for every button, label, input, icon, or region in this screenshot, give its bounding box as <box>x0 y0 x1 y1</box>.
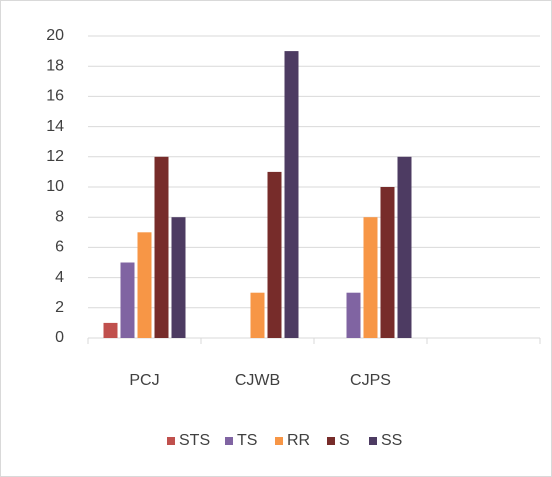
legend-swatch <box>225 437 233 445</box>
legend-swatch <box>167 437 175 445</box>
y-tick-label: 2 <box>55 299 64 316</box>
x-tick-label: PCJ <box>129 372 159 389</box>
y-tick-label: 18 <box>46 57 64 74</box>
y-tick-label: 20 <box>46 27 64 44</box>
y-tick-label: 10 <box>46 178 64 195</box>
legend-swatch <box>327 437 335 445</box>
legend-label: SS <box>381 432 402 449</box>
x-tick-label: CJWB <box>235 372 280 389</box>
y-tick-label: 8 <box>55 208 64 225</box>
legend-label: TS <box>237 432 257 449</box>
bar <box>172 217 186 338</box>
bar <box>347 293 361 338</box>
legend-swatch <box>369 437 377 445</box>
x-tick-label: CJPS <box>350 372 391 389</box>
bar <box>138 232 152 338</box>
legend-label: S <box>339 432 350 449</box>
y-tick-label: 0 <box>55 329 64 346</box>
page: 02468101214161820PCJCJWBCJPSSTSTSRRSSS (… <box>0 0 552 477</box>
bar <box>381 187 395 338</box>
bar <box>285 51 299 338</box>
chart: 02468101214161820PCJCJWBCJPSSTSTSRRSSS <box>0 0 552 477</box>
y-tick-label: 6 <box>55 239 64 256</box>
y-tick-label: 14 <box>46 118 64 135</box>
bar <box>251 293 265 338</box>
bar <box>268 172 282 338</box>
legend-swatch <box>275 437 283 445</box>
bar <box>121 263 135 339</box>
legend-label: STS <box>179 432 210 449</box>
bar <box>104 323 118 338</box>
y-tick-label: 12 <box>46 148 64 165</box>
bar <box>398 157 412 338</box>
legend-label: RR <box>287 432 310 449</box>
y-tick-label: 16 <box>46 88 64 105</box>
y-tick-label: 4 <box>55 269 64 286</box>
bar <box>364 217 378 338</box>
bar <box>155 157 169 338</box>
